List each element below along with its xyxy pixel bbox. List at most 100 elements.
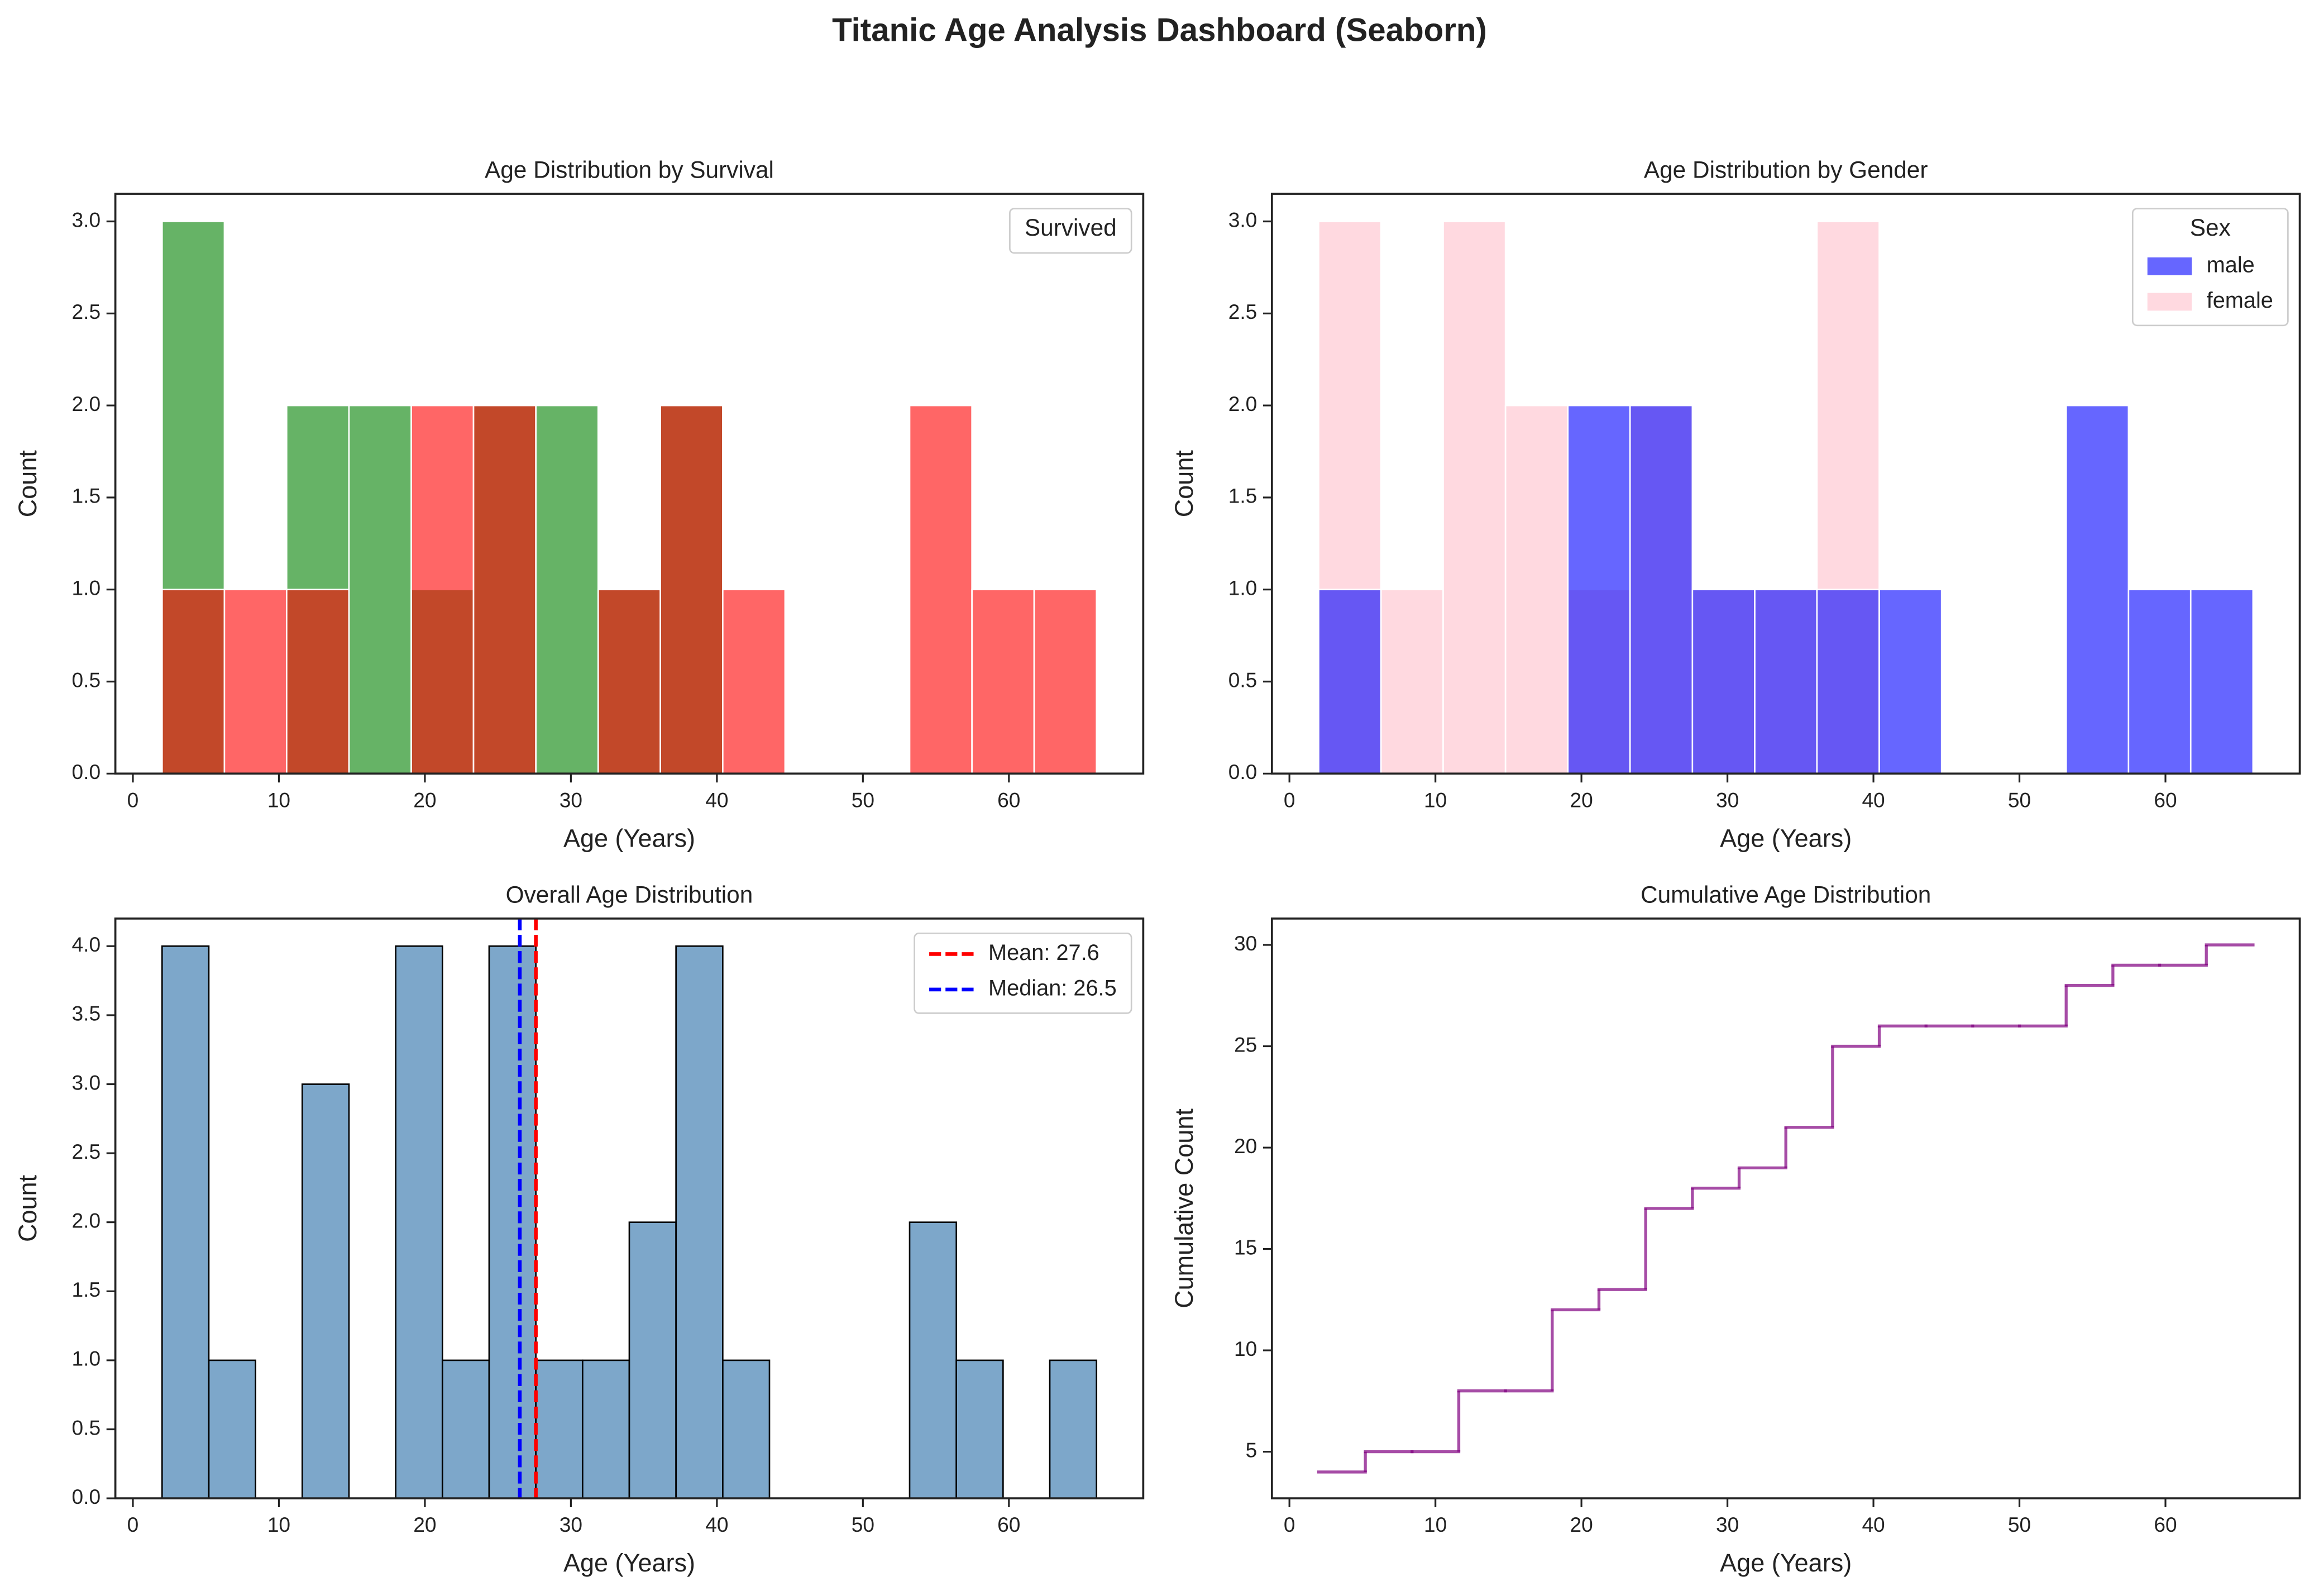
plot-frame bbox=[114, 918, 1145, 1499]
legend-label: Mean: 27.6 bbox=[988, 940, 1099, 965]
plot-frame bbox=[1270, 918, 2301, 1499]
bar bbox=[1380, 589, 1444, 775]
chart-title: Age Distribution by Survival bbox=[485, 157, 774, 183]
x-axis-label: Age (Years) bbox=[1720, 1549, 1852, 1577]
y-tick-label: 2.5 bbox=[72, 300, 101, 323]
y-tick-label: 1.0 bbox=[72, 1347, 101, 1370]
y-tick-label: 3.0 bbox=[72, 1071, 101, 1094]
bar bbox=[161, 589, 226, 775]
bar bbox=[410, 404, 475, 775]
x-tick-label: 60 bbox=[997, 1513, 1020, 1536]
y-tick-label: 1.0 bbox=[1228, 576, 1257, 599]
x-tick-label: 0 bbox=[127, 788, 139, 811]
legend-box bbox=[1009, 208, 1132, 254]
bar bbox=[223, 589, 288, 775]
y-tick-label: 0.0 bbox=[72, 760, 101, 783]
bar bbox=[628, 1221, 677, 1499]
bar bbox=[1754, 589, 1818, 775]
bar bbox=[1878, 589, 1943, 775]
bar bbox=[909, 1221, 958, 1499]
y-tick-label: 0.5 bbox=[72, 668, 101, 691]
bar bbox=[301, 1083, 350, 1499]
y-tick-label: 2.5 bbox=[72, 1140, 101, 1163]
legend-title: Survived bbox=[1025, 214, 1117, 241]
bar bbox=[597, 589, 661, 775]
x-tick-label: 50 bbox=[852, 788, 874, 811]
x-tick-label: 60 bbox=[2154, 1513, 2177, 1536]
bar bbox=[1049, 1359, 1098, 1499]
bar bbox=[285, 589, 350, 775]
legend: Survived bbox=[1009, 208, 1132, 254]
y-tick-label: 1.5 bbox=[72, 484, 101, 508]
y-tick-label: 0.0 bbox=[1228, 760, 1257, 783]
bar bbox=[1033, 589, 1098, 775]
x-tick-label: 20 bbox=[1570, 788, 1593, 811]
y-axis-label: Cumulative Count bbox=[1170, 1108, 1198, 1308]
bar bbox=[2189, 589, 2254, 775]
chart-title: Age Distribution by Gender bbox=[1644, 157, 1928, 183]
x-tick-label: 30 bbox=[560, 788, 582, 811]
bar bbox=[348, 404, 412, 775]
legend-title: Sex bbox=[2190, 214, 2231, 241]
legend-swatch bbox=[2147, 293, 2192, 311]
y-tick-label: 10 bbox=[1234, 1337, 1257, 1360]
y-axis-label: Count bbox=[13, 450, 42, 518]
bar bbox=[955, 1359, 1004, 1499]
y-tick-label: 5 bbox=[1246, 1438, 1257, 1461]
legend: Mean: 27.6 Median: 26.5 bbox=[914, 933, 1132, 1014]
x-tick-label: 40 bbox=[1862, 1513, 1885, 1536]
y-tick-label: 0.5 bbox=[72, 1416, 101, 1439]
y-tick-label: 1.0 bbox=[72, 576, 101, 599]
x-tick-label: 50 bbox=[852, 1513, 874, 1536]
bar bbox=[2065, 404, 2130, 775]
y-tick-label: 1.5 bbox=[1228, 484, 1257, 508]
y-tick-label: 2.0 bbox=[72, 1209, 101, 1232]
y-tick-label: 3.5 bbox=[72, 1002, 101, 1025]
bar bbox=[1442, 221, 1507, 775]
y-tick-label: 15 bbox=[1234, 1235, 1257, 1259]
x-tick-label: 20 bbox=[413, 788, 436, 811]
x-tick-label: 10 bbox=[1424, 788, 1447, 811]
bar bbox=[395, 945, 443, 1499]
bar bbox=[161, 945, 210, 1499]
dashboard-title: Titanic Age Analysis Dashboard (Seaborn) bbox=[832, 12, 1487, 49]
x-axis-label: Age (Years) bbox=[1720, 824, 1852, 852]
bar bbox=[472, 404, 537, 775]
bar bbox=[1567, 404, 1631, 775]
y-tick-label: 3.0 bbox=[1228, 208, 1257, 231]
chart-title: Overall Age Distribution bbox=[506, 881, 753, 907]
legend: Sex male female bbox=[2131, 208, 2289, 327]
x-tick-label: 30 bbox=[560, 1513, 582, 1536]
bar bbox=[1691, 589, 1756, 775]
legend-swatch bbox=[2147, 257, 2192, 275]
y-tick-label: 3.0 bbox=[72, 208, 101, 231]
x-tick-label: 50 bbox=[2008, 788, 2031, 811]
bar bbox=[1816, 589, 1880, 775]
bar bbox=[488, 945, 537, 1499]
bar bbox=[1629, 404, 1694, 775]
x-tick-label: 30 bbox=[1716, 1513, 1739, 1536]
x-tick-label: 10 bbox=[1424, 1513, 1447, 1536]
y-tick-label: 1.5 bbox=[72, 1278, 101, 1301]
y-tick-label: 0.0 bbox=[72, 1485, 101, 1508]
x-tick-label: 40 bbox=[705, 1513, 728, 1536]
x-tick-label: 0 bbox=[1284, 788, 1295, 811]
x-tick-label: 50 bbox=[2008, 1513, 2031, 1536]
y-tick-label: 2.0 bbox=[1228, 392, 1257, 415]
legend-label: male bbox=[2207, 252, 2255, 277]
y-axis-label: Count bbox=[1170, 450, 1198, 518]
bar bbox=[721, 589, 786, 775]
y-tick-label: 2.5 bbox=[1228, 300, 1257, 323]
x-tick-label: 20 bbox=[413, 1513, 436, 1536]
legend-label: Median: 26.5 bbox=[988, 976, 1117, 1000]
x-tick-label: 40 bbox=[705, 788, 728, 811]
bar bbox=[721, 1359, 771, 1499]
x-tick-label: 60 bbox=[997, 788, 1020, 811]
bar bbox=[909, 404, 973, 775]
bar bbox=[1504, 404, 1569, 775]
x-tick-label: 60 bbox=[2154, 788, 2177, 811]
y-tick-label: 20 bbox=[1234, 1134, 1257, 1158]
x-tick-label: 30 bbox=[1716, 788, 1739, 811]
bar bbox=[971, 589, 1035, 775]
